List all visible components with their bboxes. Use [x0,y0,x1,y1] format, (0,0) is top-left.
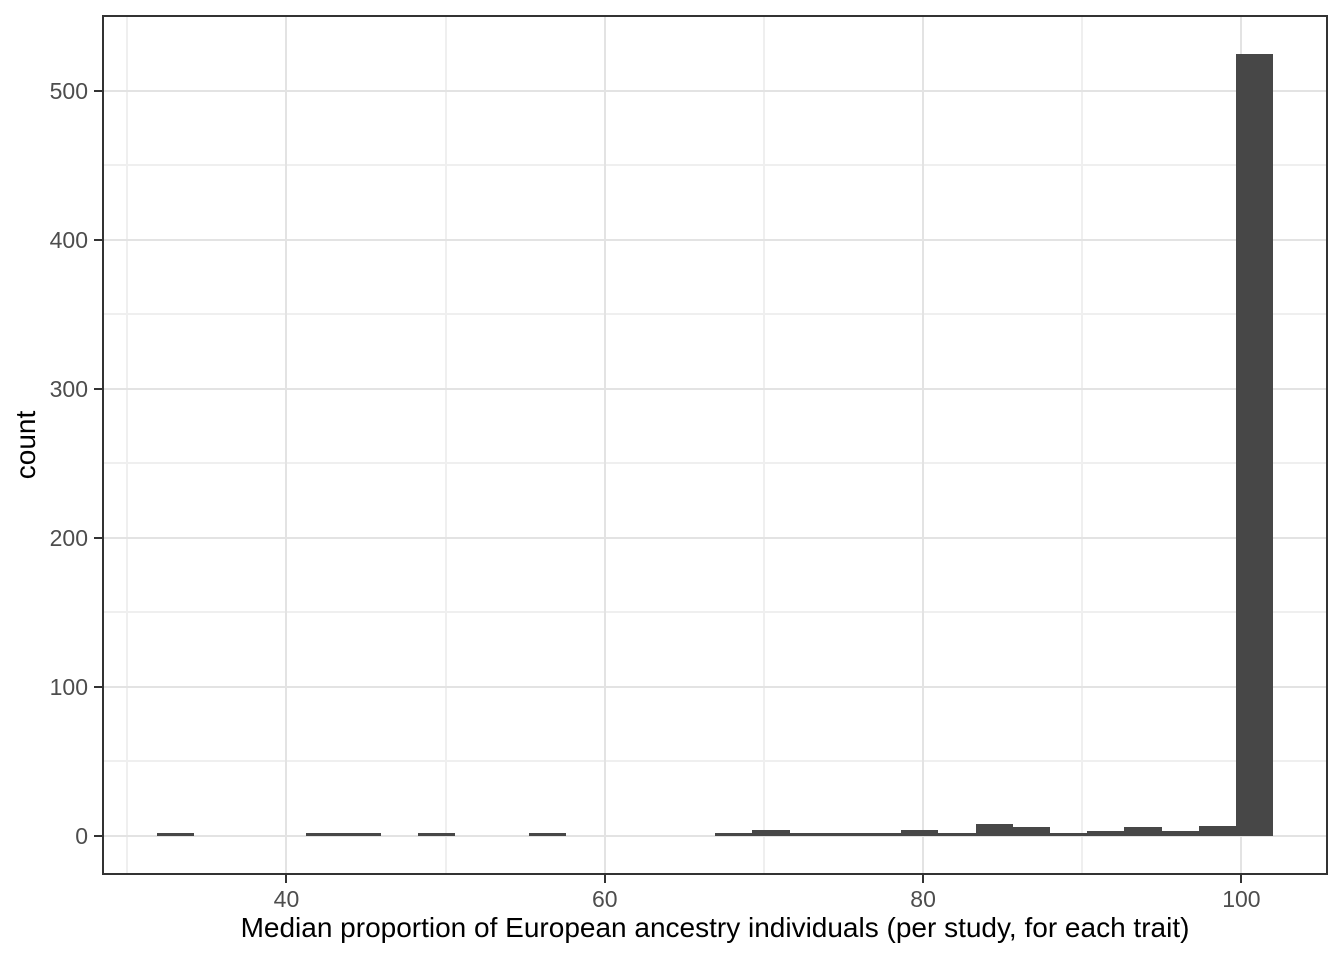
histogram-bar [975,824,1013,836]
histogram-bar [789,832,827,836]
x-tick-label: 40 [273,886,300,912]
x-tick-label: 60 [591,886,618,912]
plot-panel [102,15,1328,875]
x-major-gridline [285,15,288,875]
y-tick-label: 0 [75,822,88,849]
histogram-bar [306,832,344,836]
y-minor-gridline [102,313,1328,316]
y-major-gridline [102,685,1328,688]
y-tick-mark [94,685,102,688]
y-major-gridline [102,89,1328,92]
y-tick-label: 100 [49,673,88,700]
histogram-bar [529,832,567,836]
x-tick-label: 80 [910,886,936,912]
y-major-gridline [102,387,1328,390]
histogram-bar [417,832,455,836]
y-tick-label: 300 [49,375,88,402]
y-tick-mark [94,238,102,241]
histogram-bar [1161,831,1199,836]
histogram-bar [1012,827,1051,836]
histogram-bar [826,832,865,836]
histogram-bar [938,832,976,836]
x-major-gridline [603,15,606,875]
y-minor-gridline [102,462,1328,465]
x-tick-mark [603,875,606,883]
histogram-bar [901,830,939,836]
x-minor-gridline [444,15,447,875]
x-tick-label: 100 [1222,886,1261,912]
histogram-bar [715,832,753,836]
y-tick-mark [94,387,102,390]
y-major-gridline [102,238,1328,241]
x-tick-mark [1240,875,1243,883]
y-tick-mark [94,834,102,837]
histogram-bar [1124,827,1162,836]
y-tick-mark [94,89,102,92]
histogram-bar [752,830,790,836]
x-major-gridline [922,15,925,875]
histogram-bar [1049,832,1088,836]
x-axis-title: Median proportion of European ancestry i… [240,912,1190,943]
x-minor-gridline [126,15,129,875]
histogram-bar [1087,831,1125,836]
y-minor-gridline [102,760,1328,763]
x-minor-gridline [1081,15,1084,875]
y-major-gridline [102,834,1328,837]
x-tick-mark [922,875,925,883]
histogram-bar [1236,53,1274,836]
y-tick-label: 200 [49,524,88,551]
y-minor-gridline [102,164,1328,167]
histogram-bar [1198,825,1236,836]
y-tick-label: 500 [49,77,88,104]
y-major-gridline [102,536,1328,539]
y-axis-title: count [10,410,41,480]
y-minor-gridline [102,611,1328,614]
x-minor-gridline [762,15,765,875]
y-tick-mark [94,536,102,539]
x-tick-mark [285,875,288,883]
y-tick-label: 400 [49,226,88,253]
histogram-bar [157,832,195,836]
histogram-bar [864,832,902,836]
histogram-bar [343,832,381,836]
